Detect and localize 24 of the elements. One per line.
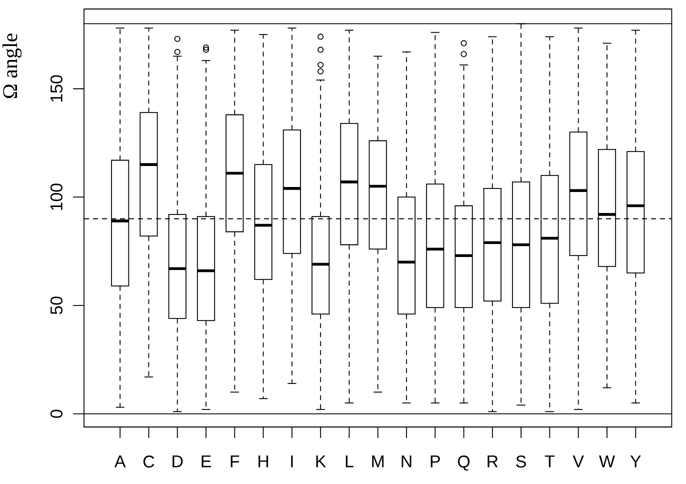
x-tick-label: Y: [630, 456, 641, 468]
x-tick-label: C: [143, 456, 154, 468]
x-tick-label: K: [316, 456, 326, 468]
y-tick-label: 50: [50, 296, 62, 314]
x-tick-label: E: [202, 456, 211, 468]
y-tick-label: 100: [50, 184, 62, 210]
x-tick-label: L: [346, 456, 354, 468]
x-tick-label: D: [172, 456, 183, 468]
x-tick-label: Q: [458, 456, 470, 471]
y-axis-title: Ω angle: [2, 34, 22, 98]
x-tick-label: I: [291, 456, 293, 468]
x-tick-label: S: [516, 456, 526, 468]
x-tick-label: M: [372, 456, 384, 468]
x-tick-label: R: [488, 456, 498, 468]
x-tick-label: H: [258, 456, 268, 468]
x-tick-label: P: [430, 456, 440, 468]
x-tick-label: V: [572, 456, 584, 468]
y-tick-label: 0: [50, 410, 62, 418]
x-tick-label: T: [544, 456, 555, 468]
x-tick-label: W: [599, 456, 615, 468]
x-tick-label: N: [402, 456, 412, 468]
x-tick-label: A: [114, 456, 126, 468]
y-tick-label: 150: [50, 75, 62, 102]
x-tick-label: F: [230, 456, 240, 468]
